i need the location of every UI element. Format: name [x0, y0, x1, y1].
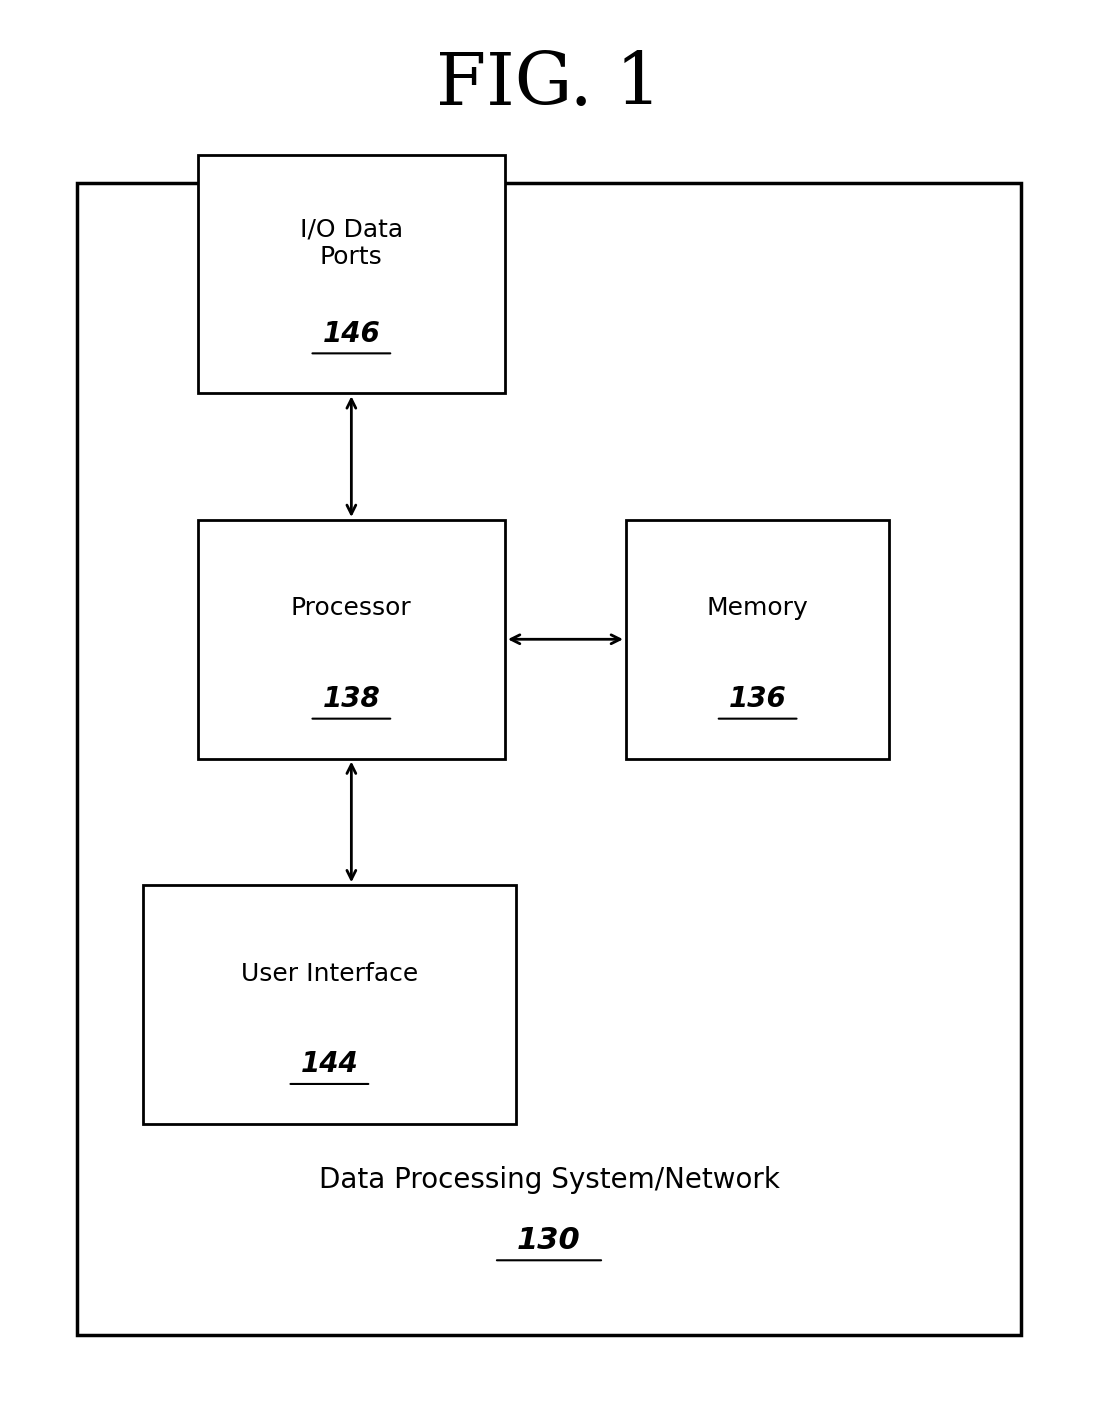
Text: 146: 146 — [323, 320, 380, 347]
Bar — [626, 520, 889, 759]
Bar — [77, 183, 1021, 1335]
Text: 136: 136 — [729, 686, 786, 712]
Text: I/O Data
Ports: I/O Data Ports — [300, 216, 403, 268]
Text: 144: 144 — [301, 1051, 358, 1078]
Text: 130: 130 — [517, 1227, 581, 1255]
Text: FIG. 1: FIG. 1 — [436, 49, 662, 119]
Text: Data Processing System/Network: Data Processing System/Network — [318, 1166, 780, 1194]
Bar — [143, 885, 516, 1124]
Bar — [198, 155, 505, 393]
Text: Memory: Memory — [707, 596, 808, 620]
Text: Processor: Processor — [291, 596, 412, 620]
Bar — [198, 520, 505, 759]
Text: User Interface: User Interface — [240, 961, 418, 985]
Text: 138: 138 — [323, 686, 380, 712]
